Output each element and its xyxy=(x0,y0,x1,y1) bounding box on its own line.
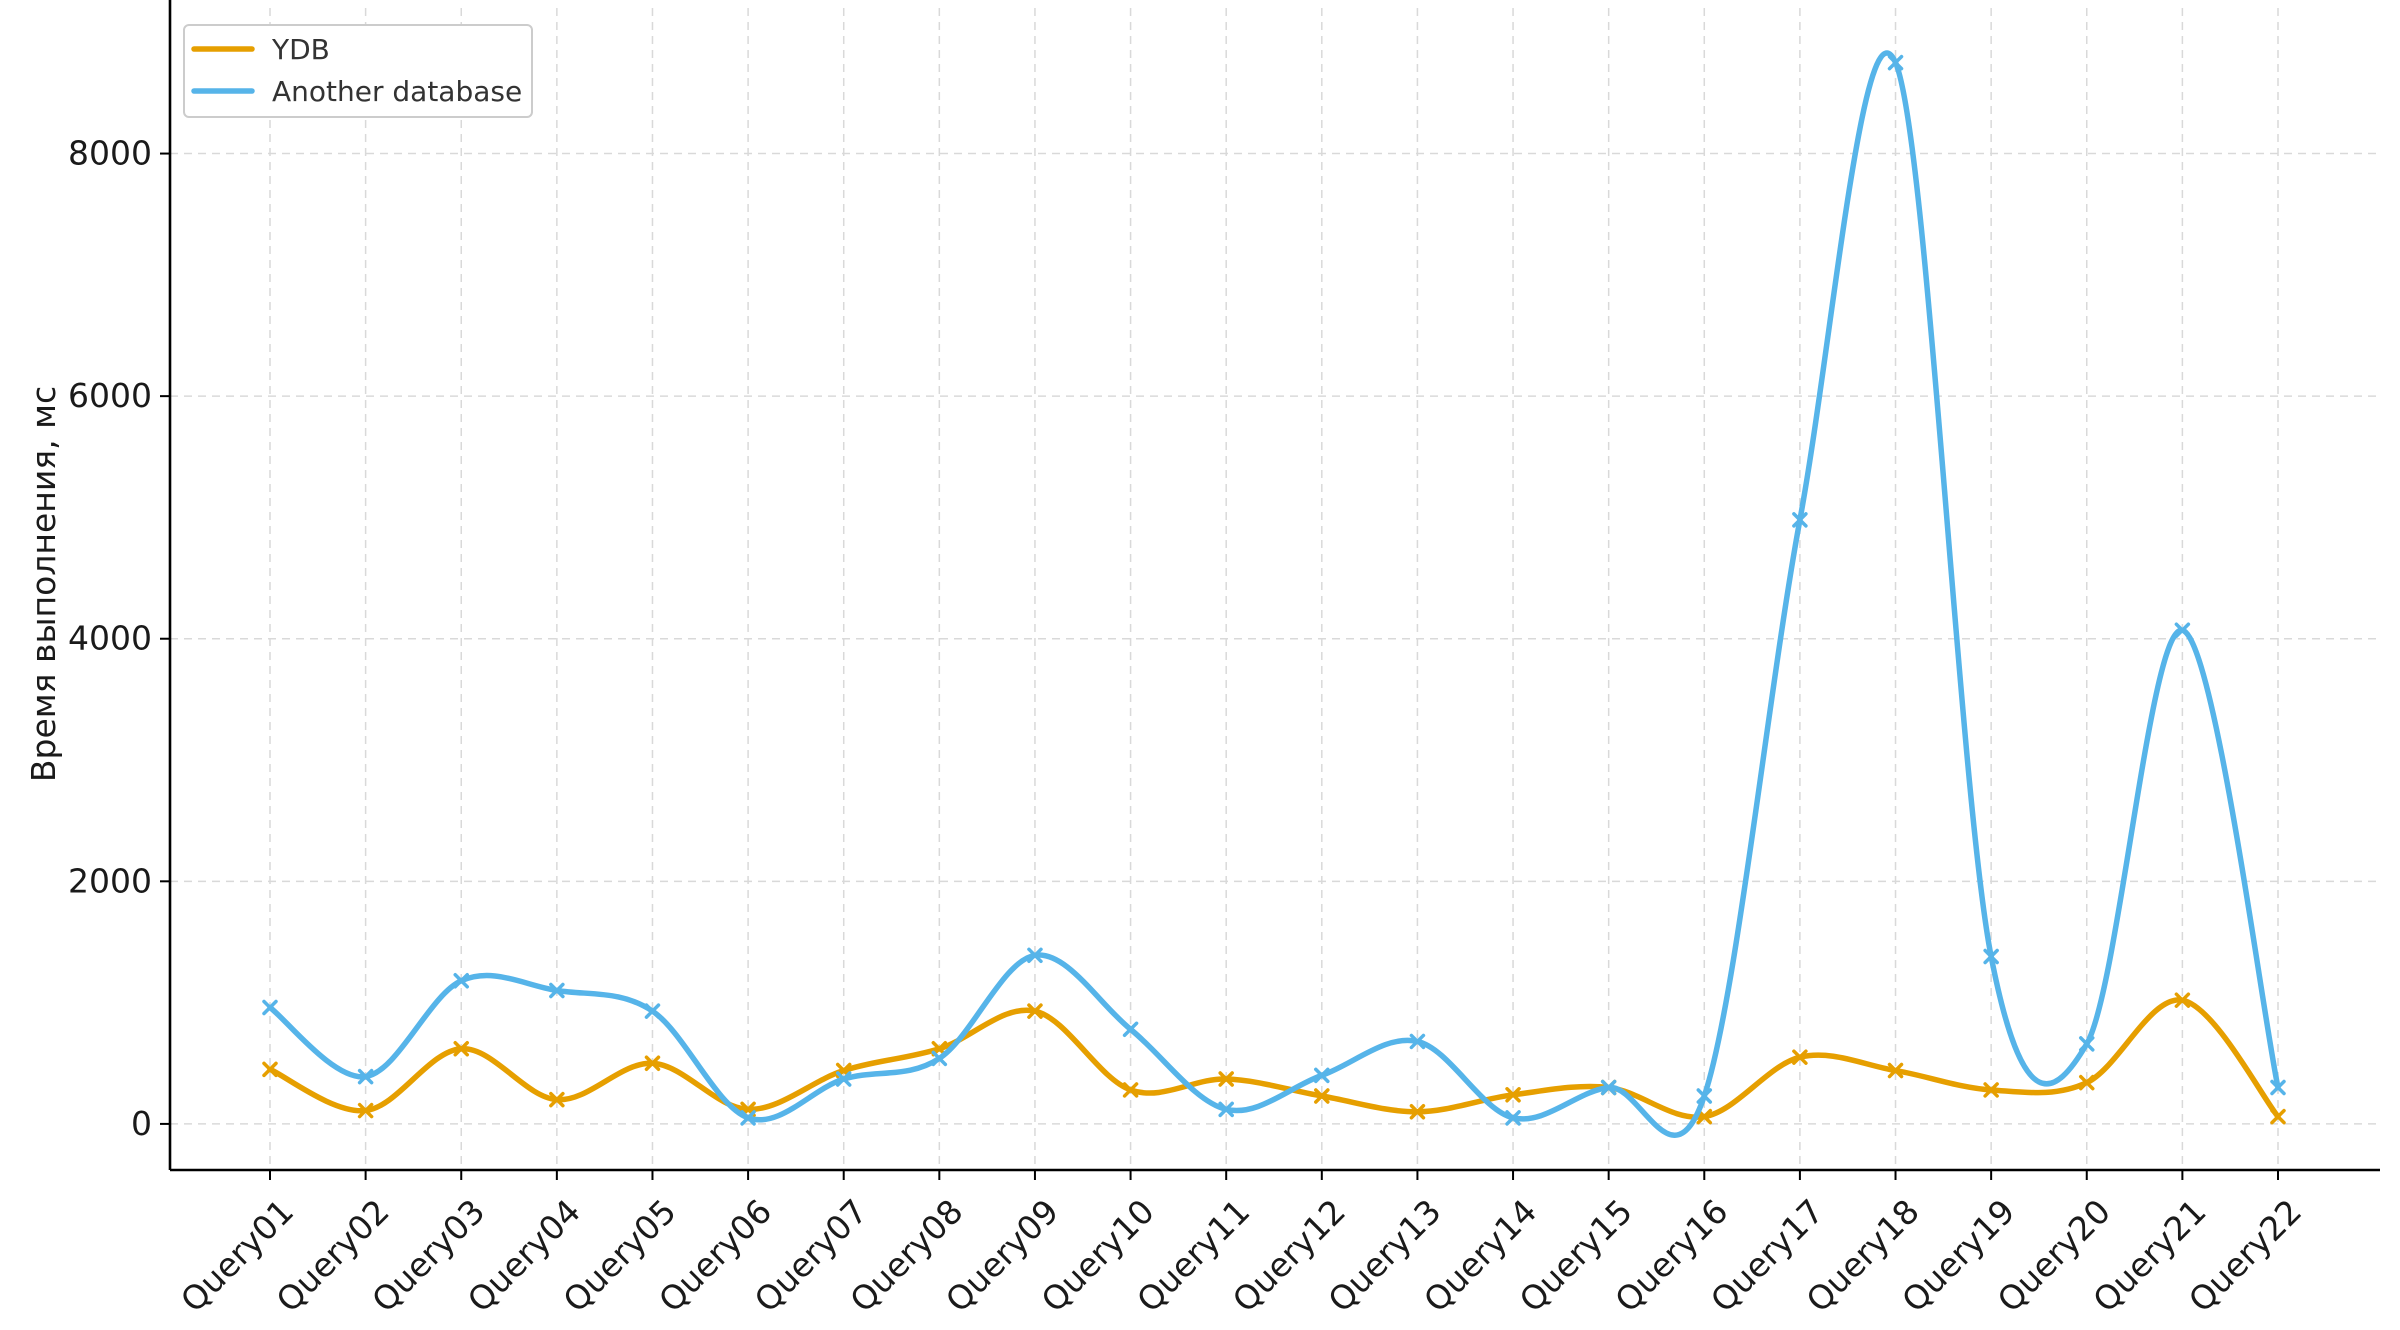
series xyxy=(262,50,2286,1138)
data-point-marker xyxy=(2270,1108,2286,1125)
data-point-marker xyxy=(357,1102,374,1119)
data-point-marker xyxy=(1983,1082,1999,1098)
data-point-marker xyxy=(1983,948,1999,965)
legend-label: YDB xyxy=(271,33,330,66)
data-point-marker xyxy=(2079,1074,2095,1091)
grid xyxy=(170,8,2380,1170)
y-tick-label: 0 xyxy=(131,1104,152,1143)
legend-label: Another database xyxy=(272,75,522,108)
data-point-marker xyxy=(1314,1067,1330,1084)
data-point-marker xyxy=(2270,1079,2286,1096)
data-point-marker xyxy=(835,1071,852,1087)
legend: YDB Another database xyxy=(183,24,533,118)
data-point-marker xyxy=(262,1061,278,1078)
data-point-marker xyxy=(2174,992,2191,1008)
data-point-marker xyxy=(1505,1087,1521,1103)
series-2 xyxy=(262,50,2286,1138)
data-point-marker xyxy=(1600,1079,1617,1096)
data-point-marker xyxy=(1887,54,1904,71)
data-point-marker xyxy=(453,973,469,989)
data-point-marker xyxy=(1409,1033,1426,1050)
data-point-marker xyxy=(644,1055,661,1072)
data-point-marker xyxy=(262,999,278,1016)
data-point-marker xyxy=(1122,1082,1139,1098)
legend-item: Another database xyxy=(191,75,522,108)
data-point-marker xyxy=(1505,1110,1521,1126)
data-point-marker xyxy=(644,1003,661,1019)
data-point-marker xyxy=(2079,1036,2095,1052)
data-point-marker xyxy=(357,1068,374,1085)
data-point-marker xyxy=(2174,622,2191,638)
data-point-marker xyxy=(740,1110,756,1126)
series-line xyxy=(267,997,2281,1120)
series-1 xyxy=(262,992,2286,1125)
series-line xyxy=(267,50,2281,1138)
data-point-marker xyxy=(1027,1003,1043,1019)
data-point-marker xyxy=(453,1040,469,1057)
axes: 02000400060008000Query01Query02Query03Qu… xyxy=(24,0,2380,1320)
data-point-marker xyxy=(1792,512,1808,528)
legend-box xyxy=(183,24,533,118)
data-point-marker xyxy=(1409,1104,1426,1120)
data-point-marker xyxy=(1314,1088,1330,1104)
data-point-marker xyxy=(549,1091,565,1108)
data-point-marker xyxy=(1696,1088,1713,1104)
data-point-marker xyxy=(549,982,565,999)
data-point-marker xyxy=(1218,1071,1234,1087)
legend-item: YDB xyxy=(191,33,330,66)
data-point-marker xyxy=(1122,1021,1139,1038)
data-point-marker xyxy=(1792,1049,1808,1065)
y-tick-label: 2000 xyxy=(68,861,152,900)
data-point-marker xyxy=(1218,1101,1234,1118)
data-point-marker xyxy=(1027,947,1043,964)
data-point-marker xyxy=(931,1050,948,1067)
y-tick-label: 6000 xyxy=(68,376,152,415)
y-tick-label: 4000 xyxy=(68,619,152,658)
y-axis-label: Время выполнения, мс xyxy=(24,386,63,782)
data-point-marker xyxy=(1887,1062,1904,1079)
y-tick-label: 8000 xyxy=(68,134,152,173)
